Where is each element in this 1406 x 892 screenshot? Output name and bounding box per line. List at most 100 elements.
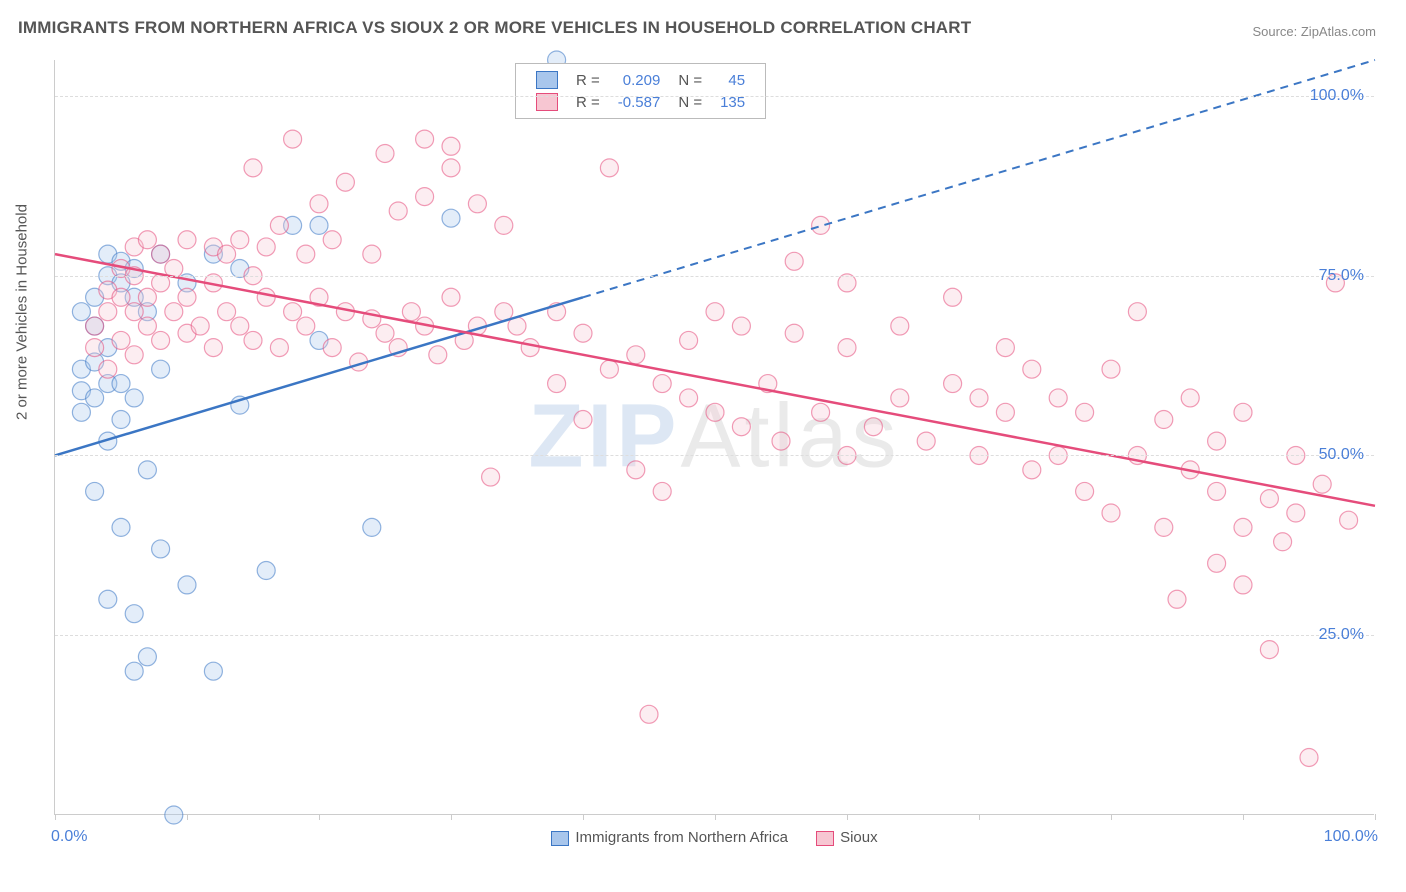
- x-tick: [1111, 814, 1112, 820]
- scatter-point: [178, 576, 196, 594]
- scatter-point: [996, 403, 1014, 421]
- scatter-point: [125, 303, 143, 321]
- x-tick: [319, 814, 320, 820]
- scatter-point: [640, 705, 658, 723]
- scatter-point: [1128, 303, 1146, 321]
- x-tick: [979, 814, 980, 820]
- scatter-point: [1260, 641, 1278, 659]
- scatter-point: [231, 317, 249, 335]
- scatter-point: [86, 482, 104, 500]
- scatter-point: [996, 339, 1014, 357]
- scatter-point: [1023, 461, 1041, 479]
- scatter-point: [1340, 511, 1358, 529]
- scatter-point: [944, 375, 962, 393]
- scatter-point: [297, 245, 315, 263]
- y-axis-title: 2 or more Vehicles in Household: [14, 204, 31, 420]
- scatter-point: [297, 317, 315, 335]
- x-tick: [451, 814, 452, 820]
- legend-row-series-0: R = 0.209 N = 45: [528, 70, 753, 90]
- y-tick-label: 25.0%: [1319, 626, 1364, 644]
- scatter-point: [416, 130, 434, 148]
- x-tick: [187, 814, 188, 820]
- scatter-point: [270, 339, 288, 357]
- scatter-point: [310, 195, 328, 213]
- scatter-point: [1102, 360, 1120, 378]
- scatter-point: [812, 216, 830, 234]
- scatter-point: [482, 468, 500, 486]
- scatter-point: [442, 137, 460, 155]
- scatter-point: [138, 461, 156, 479]
- y-tick-label: 50.0%: [1319, 446, 1364, 464]
- scatter-point: [468, 195, 486, 213]
- scatter-point: [323, 231, 341, 249]
- scatter-point: [1049, 389, 1067, 407]
- legend-label-0: Immigrants from Northern Africa: [575, 829, 788, 846]
- gridline: [55, 455, 1374, 456]
- x-min-label: 0.0%: [51, 828, 87, 846]
- x-tick: [847, 814, 848, 820]
- scatter-point: [86, 317, 104, 335]
- plot-area: ZIPAtlas R = 0.209 N = 45 R = -0.587 N =…: [54, 60, 1374, 815]
- y-tick-label: 100.0%: [1310, 87, 1364, 105]
- scatter-point: [125, 346, 143, 364]
- scatter-point: [416, 188, 434, 206]
- scatter-point: [706, 403, 724, 421]
- scatter-point: [548, 375, 566, 393]
- scatter-point: [244, 159, 262, 177]
- scatter-point: [152, 360, 170, 378]
- scatter-point: [653, 482, 671, 500]
- scatter-point: [138, 288, 156, 306]
- scatter-point: [1234, 403, 1252, 421]
- scatter-point: [125, 389, 143, 407]
- scatter-point: [1300, 748, 1318, 766]
- scatter-point: [600, 360, 618, 378]
- scatter-point: [1313, 475, 1331, 493]
- trend-line-solid: [55, 254, 1375, 506]
- scatter-point: [653, 375, 671, 393]
- scatter-point: [442, 288, 460, 306]
- scatter-point: [1168, 590, 1186, 608]
- legend-swatch-0: [536, 71, 558, 89]
- scatter-point: [152, 245, 170, 263]
- scatter-point: [574, 324, 592, 342]
- x-tick: [55, 814, 56, 820]
- scatter-point: [270, 216, 288, 234]
- scatter-point: [627, 346, 645, 364]
- scatter-point: [891, 389, 909, 407]
- scatter-point: [165, 303, 183, 321]
- x-tick: [715, 814, 716, 820]
- scatter-point: [323, 339, 341, 357]
- scatter-point: [165, 806, 183, 824]
- bottom-legend: Immigrants from Northern Africa Sioux: [55, 829, 1374, 846]
- scatter-point: [838, 339, 856, 357]
- scatter-point: [257, 238, 275, 256]
- scatter-point: [917, 432, 935, 450]
- scatter-point: [86, 389, 104, 407]
- chart-title: IMMIGRANTS FROM NORTHERN AFRICA VS SIOUX…: [18, 18, 971, 38]
- scatter-point: [112, 411, 130, 429]
- bottom-legend-item-1: Sioux: [816, 829, 878, 846]
- scatter-point: [138, 648, 156, 666]
- scatter-point: [1260, 490, 1278, 508]
- y-tick-label: 75.0%: [1319, 267, 1364, 285]
- scatter-point: [1023, 360, 1041, 378]
- scatter-point: [152, 331, 170, 349]
- scatter-point: [99, 590, 117, 608]
- chart-svg: [55, 60, 1374, 814]
- scatter-point: [442, 159, 460, 177]
- scatter-point: [191, 317, 209, 335]
- x-tick: [583, 814, 584, 820]
- scatter-point: [204, 339, 222, 357]
- legend-swatch-icon: [816, 831, 834, 846]
- scatter-point: [732, 418, 750, 436]
- scatter-point: [1155, 411, 1173, 429]
- scatter-point: [336, 173, 354, 191]
- scatter-point: [402, 303, 420, 321]
- scatter-point: [864, 418, 882, 436]
- scatter-point: [1234, 576, 1252, 594]
- scatter-point: [284, 130, 302, 148]
- scatter-point: [138, 317, 156, 335]
- scatter-point: [600, 159, 618, 177]
- scatter-point: [1076, 482, 1094, 500]
- x-tick: [1243, 814, 1244, 820]
